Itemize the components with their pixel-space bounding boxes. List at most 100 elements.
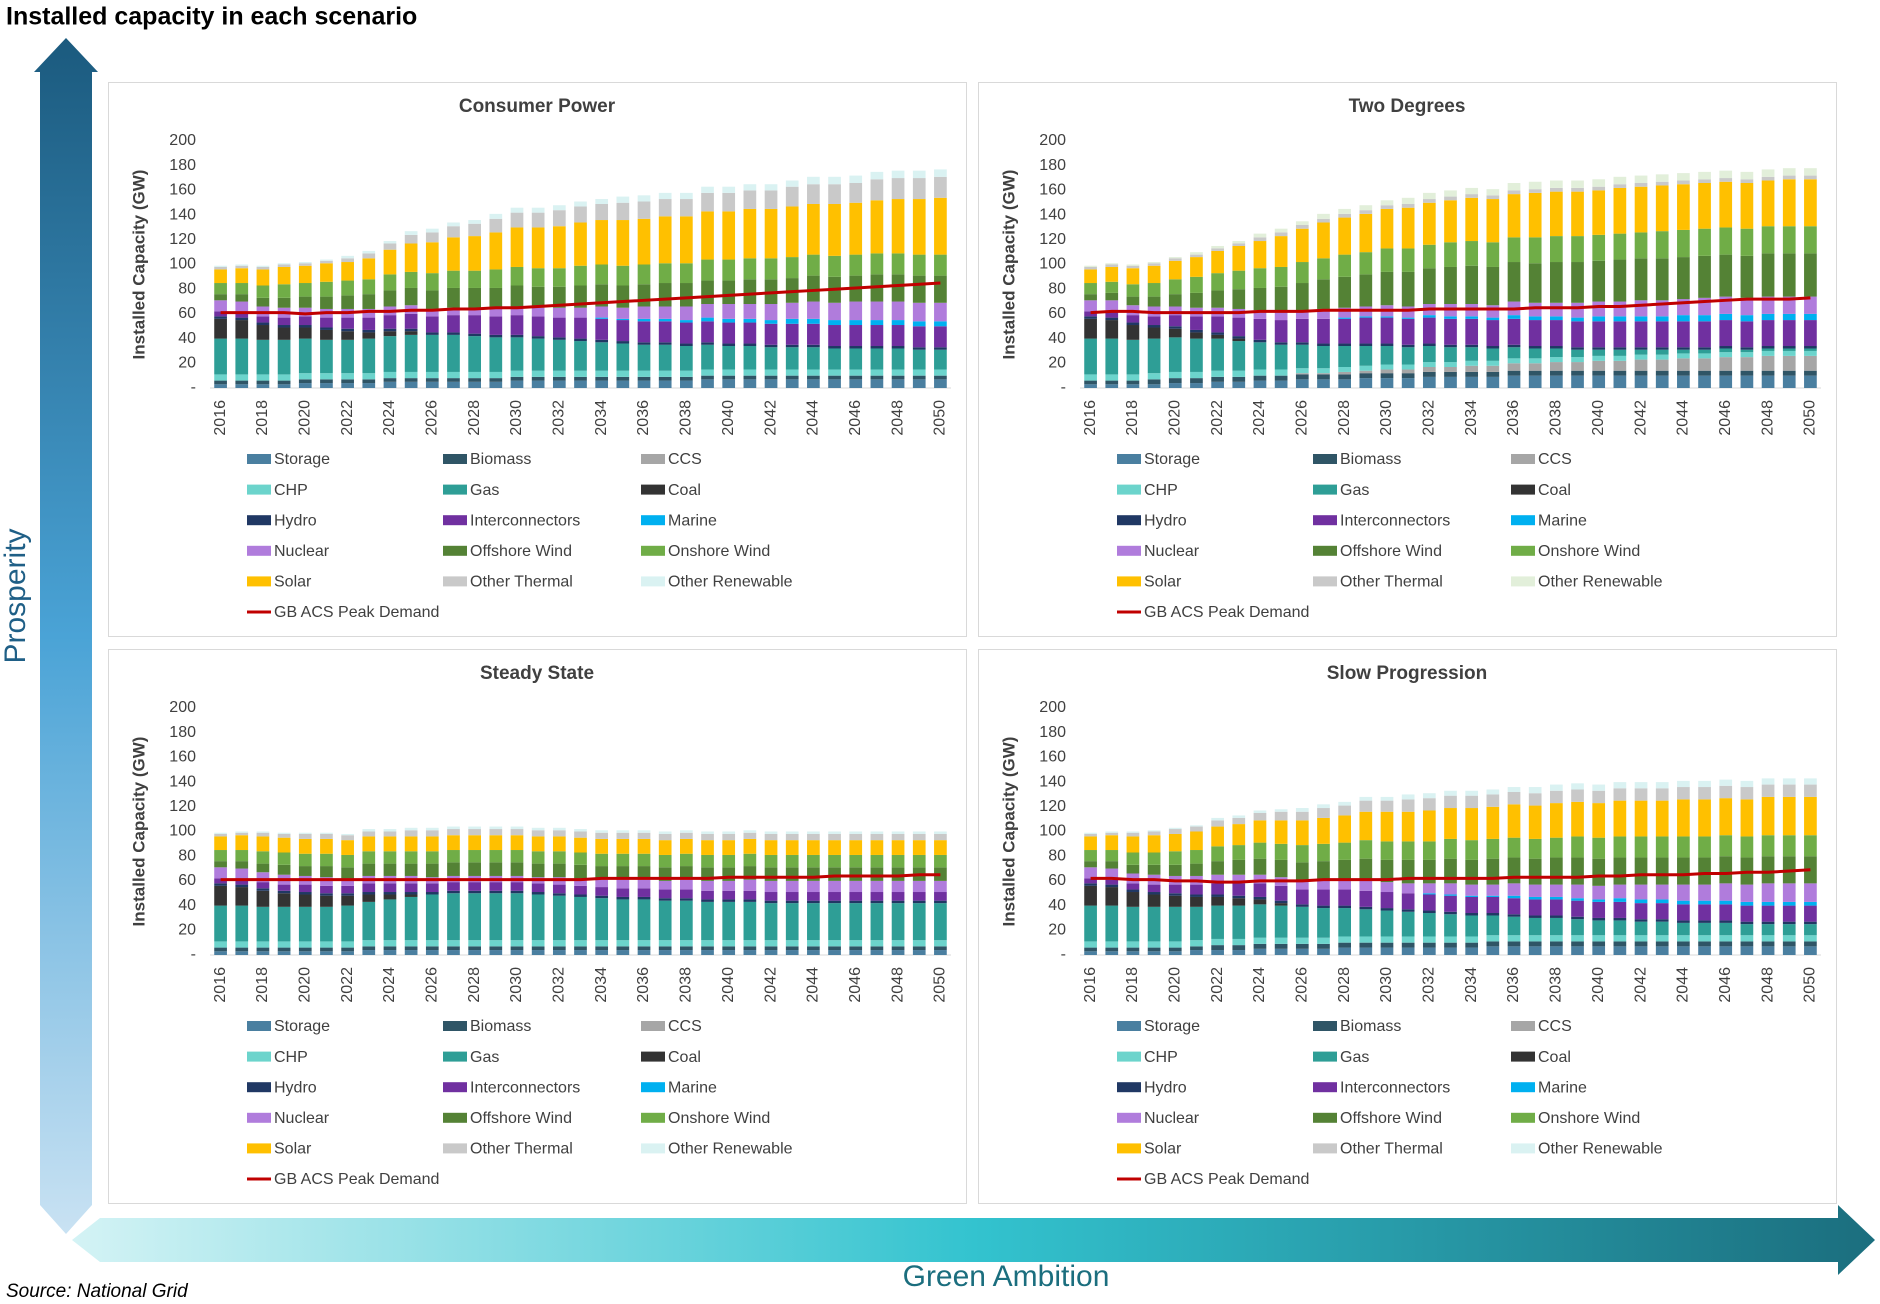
bar-segment — [912, 379, 926, 388]
bar-segment — [1422, 936, 1436, 943]
bar-segment — [341, 255, 354, 259]
bar-segment — [1550, 180, 1563, 188]
bar-segment — [1761, 226, 1775, 254]
bar-segment — [1105, 311, 1119, 318]
legend-label: Biomass — [1340, 1018, 1401, 1035]
bar-segment — [934, 275, 947, 303]
bar-segment — [235, 312, 249, 318]
bar-segment — [1507, 182, 1521, 191]
bar-segment — [934, 833, 947, 841]
bar-segment — [1168, 258, 1182, 261]
bar-segment — [1550, 896, 1563, 900]
bar-segment — [552, 946, 566, 951]
bar-segment — [1422, 947, 1436, 955]
bar-segment — [425, 950, 439, 955]
y-tick-label: 20 — [1048, 355, 1066, 372]
bar-segment — [870, 903, 884, 941]
bar-segment — [235, 320, 249, 339]
bar-segment — [404, 378, 418, 382]
bar-segment — [383, 836, 397, 852]
legend-swatch — [1511, 1082, 1535, 1093]
bar-segment — [1295, 845, 1309, 863]
bar-segment — [383, 371, 397, 379]
bar-segment — [764, 347, 778, 370]
bar-segment — [1084, 266, 1097, 270]
bar-segment — [447, 946, 460, 951]
bar-segment — [1698, 353, 1711, 359]
bar-segment — [574, 894, 587, 897]
bar-segment — [489, 308, 503, 317]
bar-segment — [214, 265, 227, 267]
legend-label: CHP — [274, 482, 308, 499]
bar-segment — [235, 887, 249, 906]
bar-segment — [341, 331, 354, 340]
bar-segment — [1592, 190, 1606, 235]
bar-segment — [1380, 205, 1394, 209]
bar-segment — [828, 833, 841, 841]
bar-segment — [320, 383, 333, 388]
x-tick-label: 2050 — [932, 967, 949, 1003]
bar-segment — [489, 946, 503, 951]
bar-segment — [277, 325, 291, 328]
bar-segment — [1126, 951, 1140, 955]
y-tick-label: 180 — [1039, 157, 1066, 174]
bar-segment — [1465, 347, 1479, 361]
bar-segment — [1486, 266, 1500, 306]
bar-segment — [1105, 879, 1119, 885]
bar-segment — [616, 307, 630, 319]
bar-segment — [807, 176, 820, 185]
bar-segment — [849, 175, 863, 183]
bar-segment — [1126, 322, 1140, 326]
bar-segment — [1655, 946, 1669, 955]
legend-label: Nuclear — [274, 543, 330, 560]
bar-segment — [425, 851, 439, 864]
bar-segment — [277, 864, 291, 875]
legend-swatch — [247, 1082, 271, 1093]
bar-segment — [1253, 812, 1267, 821]
bar-segment — [891, 274, 905, 302]
bar-segment — [1465, 884, 1479, 896]
bar-segment — [616, 196, 630, 203]
bar-segment — [320, 263, 333, 282]
bar-segment — [1211, 945, 1224, 951]
bar-segment — [1084, 850, 1097, 862]
bar-segment — [341, 383, 354, 388]
bar-segment — [1507, 946, 1521, 955]
bar-segment — [764, 323, 778, 345]
bar-segment — [934, 940, 947, 947]
x-tick-label: 2036 — [635, 400, 652, 436]
bar-segment — [1147, 325, 1161, 328]
bar-segment — [1465, 942, 1479, 948]
legend-label: Interconnectors — [470, 512, 580, 529]
bar-segment — [468, 223, 481, 237]
bar-segment — [1190, 383, 1203, 388]
bar-segment — [934, 321, 947, 327]
bar-segment — [1465, 265, 1479, 305]
bar-segment — [468, 336, 481, 372]
bar-segment — [807, 840, 820, 855]
bar-segment — [256, 380, 270, 385]
bar-segment — [341, 867, 354, 879]
bar-segment — [1571, 362, 1584, 371]
bar-segment — [1677, 353, 1690, 359]
bar-segment — [1338, 379, 1351, 388]
bar-segment — [1211, 896, 1224, 906]
legend-label: Offshore Wind — [1340, 1110, 1442, 1127]
bar-segment — [1444, 266, 1457, 305]
bar-segment — [722, 280, 736, 305]
bar-segment — [722, 840, 736, 855]
bar-segment — [298, 325, 312, 328]
bar-segment — [1465, 365, 1479, 372]
bar-segment — [1444, 914, 1457, 937]
bar-segment — [1634, 903, 1648, 920]
bar-segment — [828, 880, 841, 893]
bar-segment — [1740, 836, 1754, 858]
bar-segment — [1380, 271, 1394, 306]
bar-segment — [383, 243, 397, 250]
bar-segment — [1168, 315, 1182, 327]
bar-segment — [552, 851, 566, 864]
bar-segment — [1571, 321, 1584, 348]
bar-segment — [1126, 864, 1140, 874]
bar-segment — [785, 867, 799, 881]
bar-segment — [680, 940, 693, 947]
